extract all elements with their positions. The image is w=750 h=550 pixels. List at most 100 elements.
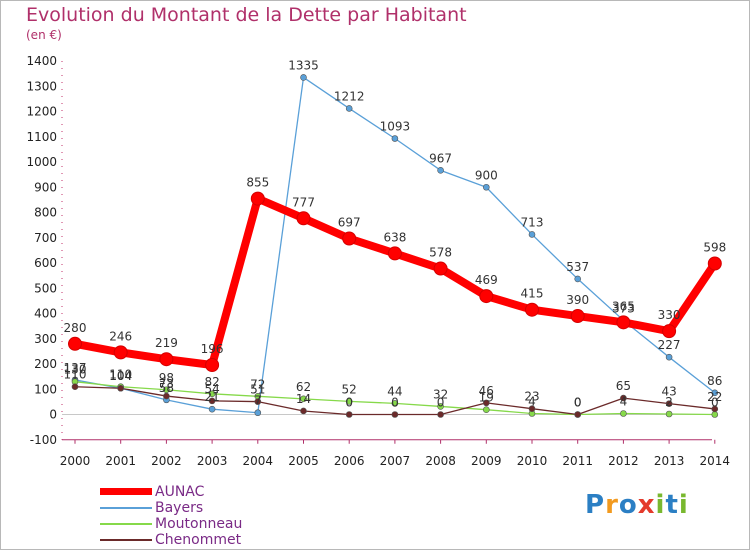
data-point-bayers — [711, 389, 719, 397]
data-label-aunac: 777 — [292, 195, 315, 209]
data-point-aunac — [479, 289, 494, 304]
data-label-chenommet: 0 — [437, 396, 445, 410]
data-label-bayers: 58 — [159, 381, 174, 395]
data-point-chenommet — [254, 398, 262, 405]
data-label-moutonneau: 130 — [64, 363, 87, 377]
data-label-moutonneau: 4 — [620, 394, 628, 408]
x-tick-label: 2004 — [243, 454, 274, 468]
logo-letter: i — [678, 490, 689, 520]
data-label-aunac: 365 — [612, 299, 635, 313]
data-point-aunac — [662, 324, 677, 339]
data-label-bayers: 373 — [612, 301, 635, 315]
data-label-chenommet: 46 — [479, 384, 494, 398]
logo-letter: P — [585, 490, 606, 520]
legend-swatch-moutonneau — [100, 523, 152, 525]
data-label-moutonneau: 0 — [711, 396, 719, 410]
legend-label-chenommet: Chenommet — [155, 532, 242, 548]
data-point-chenommet — [528, 405, 536, 412]
x-tick-label: 2014 — [700, 454, 731, 468]
y-tick-label: 600 — [34, 256, 57, 270]
data-label-moutonneau: 32 — [433, 387, 448, 401]
y-tick-label: 1200 — [26, 105, 57, 119]
data-label-chenommet: 54 — [204, 382, 219, 396]
data-point-chenommet — [711, 405, 719, 413]
data-label-aunac: 219 — [155, 336, 178, 350]
y-tick-label: 1000 — [26, 155, 57, 169]
data-label-chenommet: 23 — [524, 390, 539, 404]
x-tick-label: 2010 — [517, 454, 548, 468]
data-point-moutonneau — [482, 406, 490, 414]
data-point-aunac — [616, 315, 631, 330]
y-tick-label: 1100 — [26, 130, 57, 144]
data-label-bayers: 713 — [521, 215, 544, 229]
data-point-moutonneau — [391, 400, 399, 407]
data-label-bayers: 7 — [254, 394, 262, 408]
data-label-moutonneau: 4 — [528, 394, 536, 408]
data-point-bayers — [528, 231, 536, 238]
data-point-moutonneau — [665, 410, 673, 418]
data-label-chenommet: 110 — [64, 368, 87, 382]
data-label-aunac: 246 — [109, 329, 132, 343]
logo-letter: r — [605, 490, 619, 520]
data-label-aunac: 578 — [429, 246, 452, 260]
data-label-chenommet: 22 — [707, 390, 722, 404]
data-point-chenommet — [71, 383, 79, 391]
y-tick-label: 200 — [34, 357, 57, 371]
data-label-bayers: 86 — [707, 374, 722, 388]
data-point-aunac — [707, 256, 722, 271]
y-tick-label: 100 — [34, 382, 57, 396]
data-label-aunac: 196 — [201, 342, 224, 356]
data-label-chenommet: 14 — [296, 392, 311, 406]
x-tick-label: 2008 — [425, 454, 456, 468]
data-label-moutonneau: 72 — [250, 377, 265, 391]
data-label-bayers: 1335 — [288, 58, 319, 72]
legend-swatch-bayers — [100, 507, 152, 509]
legend-label-moutonneau: Moutonneau — [155, 516, 243, 532]
legend-label-bayers: Bayers — [155, 500, 204, 516]
proxiti-logo: Proxiti — [585, 490, 689, 520]
data-point-aunac — [433, 261, 448, 276]
data-label-moutonneau: 62 — [296, 380, 311, 394]
data-label-bayers: 104 — [109, 369, 132, 383]
x-tick-label: 2009 — [471, 454, 502, 468]
data-label-chenommet: 51 — [250, 383, 265, 397]
series-layer — [68, 74, 722, 418]
data-label-chenommet: 0 — [574, 396, 582, 410]
data-label-chenommet: 43 — [661, 385, 676, 399]
data-point-bayers — [665, 353, 673, 361]
x-tick-label: 2011 — [562, 454, 593, 468]
data-point-chenommet — [391, 411, 399, 418]
data-point-moutonneau — [208, 390, 216, 398]
data-point-bayers — [254, 409, 262, 417]
y-tick-label: 800 — [34, 206, 57, 220]
data-point-chenommet — [482, 399, 490, 407]
y-tick-label: 900 — [34, 180, 57, 194]
data-point-aunac — [113, 345, 128, 360]
data-label-moutonneau: 110 — [109, 368, 132, 382]
y-tick-label: 0 — [49, 408, 57, 422]
data-point-chenommet — [117, 384, 124, 392]
legend-label-aunac: AUNAC — [155, 484, 205, 500]
logo-letter: o — [618, 490, 638, 520]
data-label-chenommet: 104 — [109, 369, 132, 383]
data-label-bayers: 537 — [566, 260, 589, 274]
line-chart: -100010020030040050060070080090010001100… — [26, 54, 730, 468]
data-label-moutonneau: 2 — [665, 395, 673, 409]
data-point-chenommet — [300, 407, 307, 415]
data-point-bayers — [437, 167, 444, 174]
data-point-chenommet — [574, 411, 582, 418]
data-point-aunac — [159, 352, 174, 367]
data-point-aunac — [525, 302, 539, 317]
x-tick-label: 2012 — [608, 454, 639, 468]
data-point-aunac — [68, 336, 82, 351]
y-tick-label: 1300 — [26, 79, 57, 93]
data-label-bayers: 137 — [64, 361, 87, 375]
data-point-chenommet — [620, 394, 627, 402]
chart-axes: -100010020030040050060070080090010001100… — [26, 54, 730, 468]
legend-swatch-aunac — [100, 488, 152, 495]
data-label-moutonneau: 19 — [479, 391, 494, 405]
data-label-moutonneau: 82 — [204, 375, 219, 389]
y-tick-label: 500 — [34, 281, 57, 295]
